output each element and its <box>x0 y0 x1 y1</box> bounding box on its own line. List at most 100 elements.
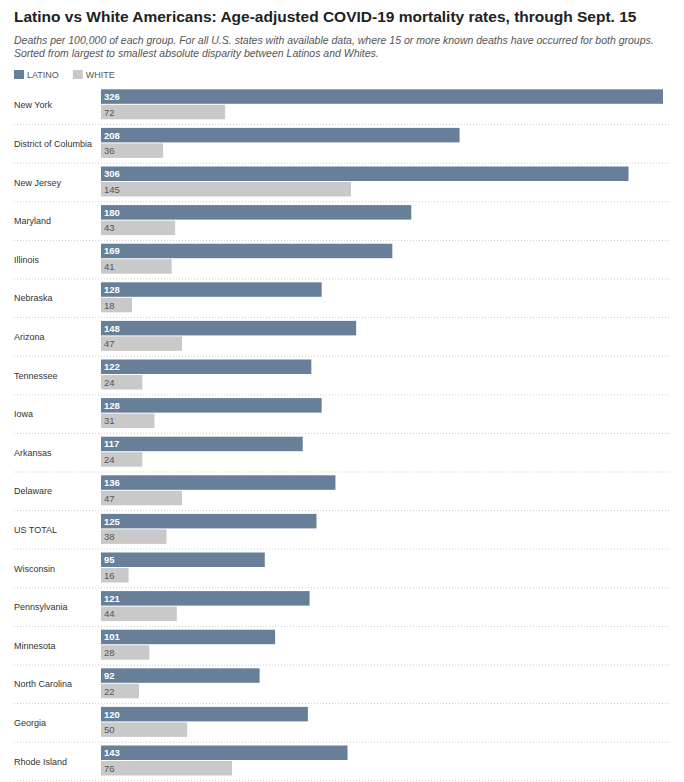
data-label: 326 <box>104 91 120 102</box>
data-label: 148 <box>104 323 120 334</box>
chart: LATINOWHITENew York32672District of Colu… <box>0 0 684 782</box>
bar <box>101 746 348 761</box>
row-separator <box>14 433 670 434</box>
row-separator <box>14 472 670 473</box>
bar <box>101 360 311 375</box>
data-label: 43 <box>104 222 115 233</box>
bar <box>101 167 629 182</box>
data-label: 101 <box>104 631 121 642</box>
data-label: 121 <box>104 593 121 604</box>
data-label: 136 <box>104 477 120 488</box>
data-label: 28 <box>104 647 115 658</box>
row-separator <box>14 124 670 125</box>
category-label: New York <box>14 100 53 110</box>
subtitle: Deaths per 100,000 of each group. For al… <box>14 34 654 60</box>
data-label: 169 <box>104 245 120 256</box>
bars <box>101 89 663 775</box>
row-separator <box>14 703 670 704</box>
title: Latino vs White Americans: Age-adjusted … <box>14 8 674 26</box>
bar <box>101 143 163 158</box>
category-label: Delaware <box>14 486 52 496</box>
bar <box>101 182 351 197</box>
bar <box>101 89 663 104</box>
bar <box>101 607 177 622</box>
bar <box>101 221 175 236</box>
bar <box>101 475 335 490</box>
data-label: 16 <box>104 570 115 581</box>
data-label: 122 <box>104 361 120 372</box>
bar <box>101 105 225 120</box>
bar <box>101 205 411 220</box>
bar <box>101 398 322 413</box>
bar <box>101 244 392 259</box>
data-label: 208 <box>104 130 120 141</box>
row-separator <box>14 394 670 395</box>
data-label: 120 <box>104 709 120 720</box>
data-label: 95 <box>104 554 115 565</box>
data-label: 128 <box>104 400 120 411</box>
data-label: 47 <box>104 493 115 504</box>
bar <box>101 553 265 568</box>
bar <box>101 630 275 645</box>
row-separator <box>14 742 670 743</box>
category-label: Arkansas <box>14 448 52 458</box>
bar <box>101 684 139 699</box>
bar <box>101 529 167 544</box>
category-label: Wisconsin <box>14 564 55 574</box>
bar <box>101 491 182 506</box>
bar <box>101 722 187 737</box>
row-separator <box>14 587 670 588</box>
bar <box>101 591 310 606</box>
category-label: Minnesota <box>14 641 56 651</box>
data-label: 143 <box>104 747 120 758</box>
row-separator <box>14 240 670 241</box>
category-label: Arizona <box>14 332 45 342</box>
category-label: Nebraska <box>14 293 53 303</box>
bar <box>101 128 460 142</box>
row-separator <box>14 510 670 511</box>
data-label: 18 <box>104 300 115 311</box>
bar <box>101 375 142 390</box>
category-label: New Jersey <box>14 178 62 188</box>
legend-label: WHITE <box>86 70 115 80</box>
row-separator <box>14 665 670 666</box>
bar <box>101 761 232 776</box>
legend-label: LATINO <box>27 70 59 80</box>
category-label: Pennsylvania <box>14 602 68 612</box>
row-separator <box>14 163 670 164</box>
data-label: 38 <box>104 531 115 542</box>
bar <box>101 336 182 351</box>
bar <box>101 259 172 274</box>
bar <box>101 707 308 722</box>
data-label: 145 <box>104 184 120 195</box>
category-label: Tennessee <box>14 371 58 381</box>
data-label: 41 <box>104 261 115 272</box>
row-separator <box>14 626 670 627</box>
data-label: 306 <box>104 168 120 179</box>
bar <box>101 645 149 660</box>
legend-swatch <box>14 70 24 79</box>
data-label: 22 <box>104 686 115 697</box>
category-label: Rhode Island <box>14 757 67 767</box>
category-label: Iowa <box>14 409 33 419</box>
data-label: 24 <box>104 377 115 388</box>
category-label: Georgia <box>14 718 46 728</box>
category-label: Illinois <box>14 255 40 265</box>
data-label: 125 <box>104 516 121 527</box>
bar <box>101 321 356 336</box>
bar <box>101 514 316 529</box>
data-label: 24 <box>104 454 115 465</box>
category-label: District of Columbia <box>14 139 92 149</box>
category-label: Maryland <box>14 216 51 226</box>
category-label: North Carolina <box>14 679 72 689</box>
data-label: 36 <box>104 145 115 156</box>
bar <box>101 668 260 683</box>
data-label: 92 <box>104 670 115 681</box>
row-separator <box>14 201 670 202</box>
data-label: 31 <box>104 415 115 426</box>
row-separator <box>14 356 670 357</box>
bar <box>101 298 132 313</box>
data-label: 76 <box>104 763 115 774</box>
bar <box>101 282 322 297</box>
data-label: 50 <box>104 724 115 735</box>
